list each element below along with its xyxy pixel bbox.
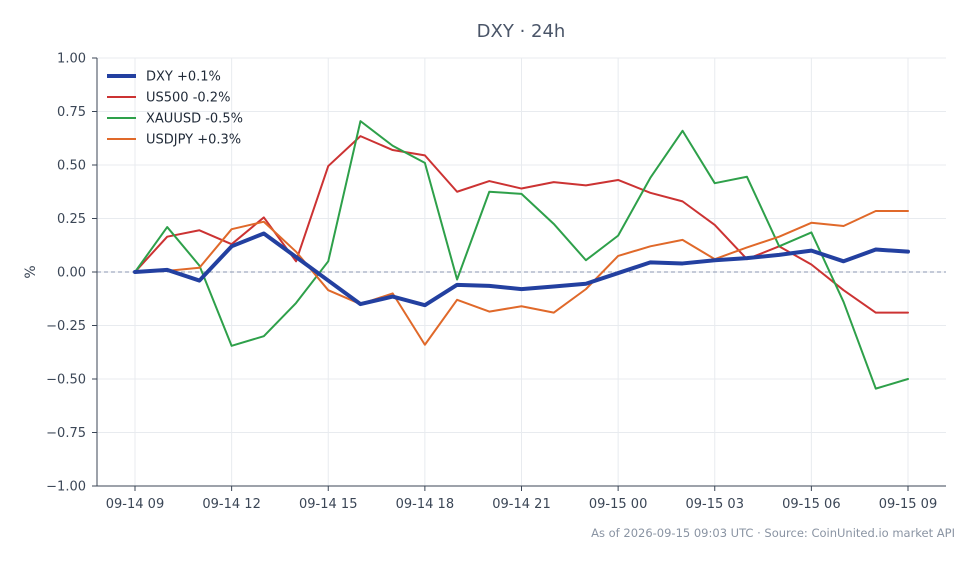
y-tick-label-3: 0.25 (57, 212, 86, 227)
x-tick-label-8: 09-15 09 (879, 497, 937, 512)
x-tick-label-4: 09-14 21 (492, 497, 550, 512)
y-tick-label-5: −0.25 (46, 319, 86, 334)
chart-grid (97, 57, 946, 487)
y-tick-label-7: −0.75 (46, 426, 86, 441)
y-axis-label: % (23, 265, 39, 278)
x-tick-label-3: 09-14 18 (396, 497, 454, 512)
y-tick-label-0: 1.00 (57, 52, 86, 67)
y-tick-label-1: 0.75 (57, 105, 86, 120)
chart-footer: As of 2026-09-15 09:03 UTC · Source: Coi… (591, 526, 955, 540)
series-line-3 (134, 210, 909, 346)
x-tick-label-5: 09-15 00 (589, 497, 647, 512)
y-axis-ticks: 1.00 0.75 0.50 0.25 0.00 −0.25 −0.50 −0.75 −1.00 (46, 52, 97, 495)
x-tick-label-6: 09-15 03 (686, 497, 744, 512)
y-tick-label-6: −0.50 (46, 373, 86, 388)
y-tick-label-8: −1.00 (46, 480, 86, 495)
legend: DXY +0.1% US500 -0.2% XAUUSD -0.5% USDJPY +… (107, 70, 243, 148)
x-tick-label-2: 09-14 15 (299, 497, 357, 512)
series-line-2 (134, 120, 909, 390)
x-tick-label-0: 09-14 09 (106, 497, 164, 512)
x-axis-ticks: 09-14 09 09-14 12 09-14 15 09-14 18 09-14 21… (106, 486, 937, 512)
series-line-0 (133, 231, 910, 308)
chart-title: DXY · 24h (477, 21, 566, 42)
y-tick-label-2: 0.50 (57, 159, 86, 174)
series-layer (133, 120, 910, 390)
y-tick-label-4: 0.00 (57, 266, 86, 281)
legend-label-1: US500 -0.2% (146, 91, 230, 106)
legend-label-0: DXY +0.1% (146, 70, 221, 85)
x-tick-label-1: 09-14 12 (202, 497, 260, 512)
legend-label-2: XAUUSD -0.5% (146, 112, 243, 127)
x-tick-label-7: 09-15 06 (782, 497, 840, 512)
legend-label-3: USDJPY +0.3% (146, 133, 241, 148)
